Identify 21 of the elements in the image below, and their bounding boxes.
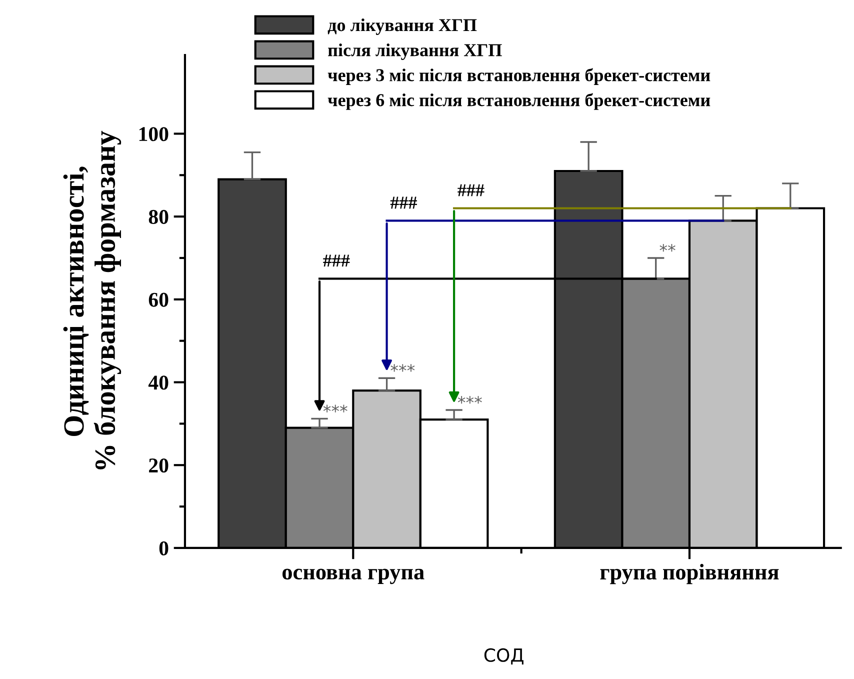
x-tick-label: група порівняння [600,564,779,584]
annotation: ### [390,196,417,209]
annotation: ### [323,254,350,267]
y-axis-title: Одиниці активності, % блокування формазану [63,130,122,470]
y-tick-label: 0 [159,541,168,556]
legend-label: через 3 міс після встановлення брекет-системи [328,68,710,85]
y-tick-label: 100 [139,127,168,142]
y-tick-label: 20 [149,458,168,473]
y-tick-label: 40 [148,376,168,390]
data-label: *** [390,364,415,372]
legend-label: після лікування ХГП [328,44,502,60]
data-label: *** [458,396,482,404]
legend-label: до лікування ХГП [328,18,477,35]
annotation: ### [458,184,484,196]
legend-label: через 6 міс після встановлення брекет-системи [328,93,710,110]
y-tick-label: 80 [148,210,168,224]
y-tick-label: 60 [148,292,168,307]
data-label: ** [660,244,676,252]
x-tick-label: основна група [282,568,424,584]
x-axis-title: СОД [484,648,524,664]
data-label: *** [323,404,348,412]
